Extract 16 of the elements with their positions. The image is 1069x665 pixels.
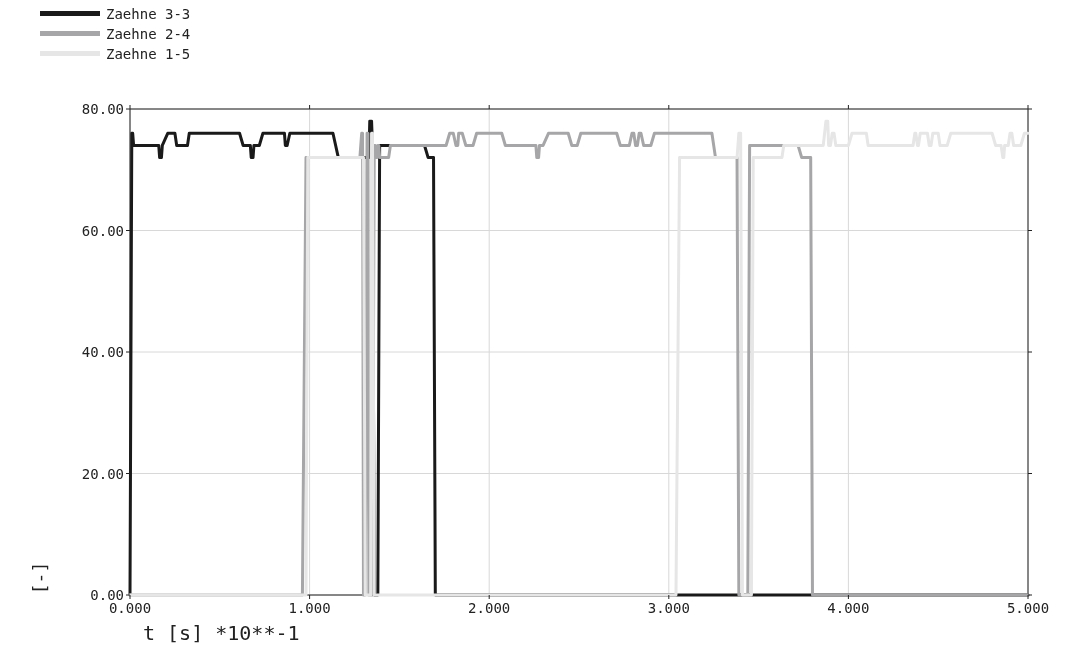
- legend-label: Zaehne 3-3: [106, 6, 191, 22]
- x-axis-title: t [s] *10**-1: [143, 621, 300, 645]
- y-tick-label: 60.00: [81, 222, 124, 239]
- x-tick-label: 5.000: [1006, 600, 1050, 616]
- legend-label: Zaehne 1-5: [106, 46, 191, 62]
- legend-label: Zaehne 2-4: [106, 26, 191, 42]
- y-tick-label: 20.00: [81, 465, 124, 482]
- y-tick-label: 0.00: [90, 587, 124, 603]
- x-tick-label: 2.000: [468, 600, 511, 616]
- x-tick-label: 1.000: [288, 600, 331, 616]
- x-tick-label: 3.000: [647, 600, 690, 616]
- y-axis-title: [-]: [29, 561, 50, 595]
- y-tick-label: 40.00: [81, 344, 124, 360]
- x-tick-label: 4.000: [827, 600, 870, 616]
- x-tick-label: 0.000: [108, 600, 152, 616]
- y-tick-label: 80.00: [81, 101, 124, 117]
